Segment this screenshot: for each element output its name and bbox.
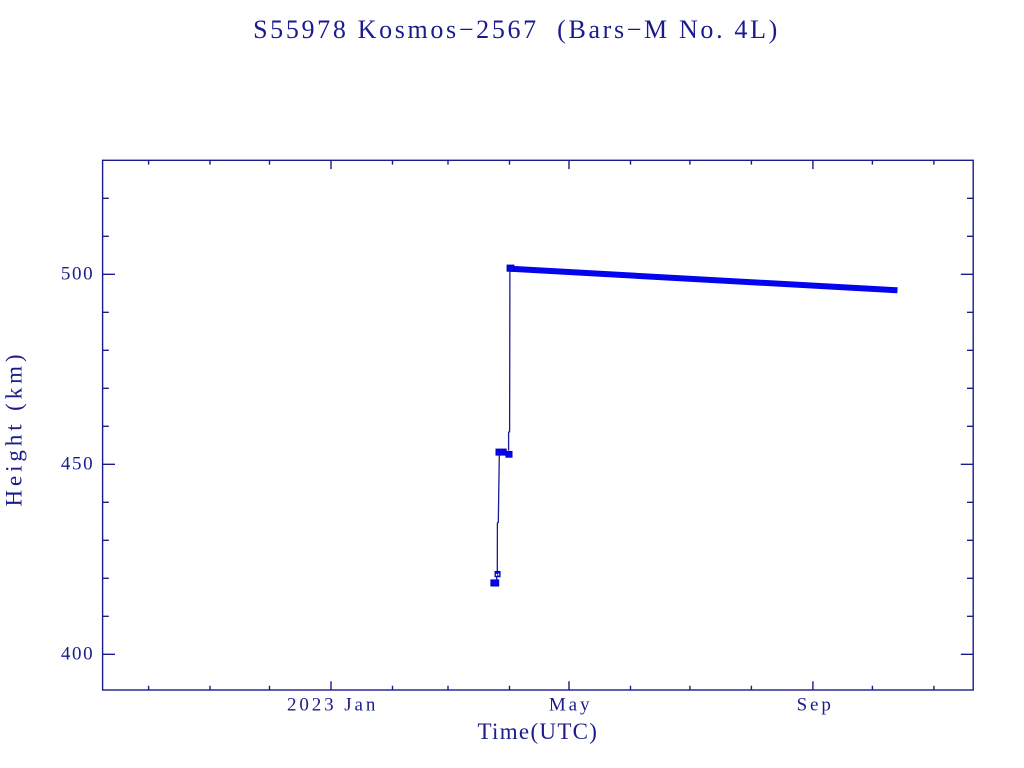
svg-text:May: May [549,695,593,716]
svg-text:Height (km): Height (km) [2,351,27,507]
svg-text:500: 500 [61,264,94,285]
svg-text:S55978 Kosmos−2567 (Bars−M No: S55978 Kosmos−2567 (Bars−M No. 4L) [253,15,780,44]
svg-text:Sep: Sep [797,695,834,716]
svg-text:450: 450 [61,454,94,475]
svg-text:400: 400 [61,644,94,665]
svg-text:2023 Jan: 2023 Jan [287,695,378,716]
svg-text:Time(UTC): Time(UTC) [478,719,599,744]
